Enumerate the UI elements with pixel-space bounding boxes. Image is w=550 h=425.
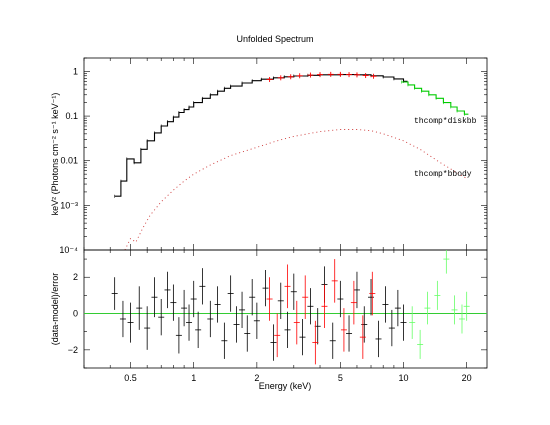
residuals-series-group xyxy=(84,250,487,365)
annotation-diskbb: thcomp*diskbb xyxy=(414,117,477,126)
x-axis-label: Energy (keV) xyxy=(259,381,312,391)
x-tick-label: 5 xyxy=(338,373,343,383)
spectrum-axis-ticks: 1 0.1 0.01 10⁻³ 10⁻⁴ xyxy=(59,57,487,255)
spectrum-series-group xyxy=(114,71,469,251)
spectrum-y-axis-label: keV² (Photons cm⁻² s⁻¹ keV⁻¹) xyxy=(50,93,60,216)
residuals-y-tick-label: 0 xyxy=(73,309,78,319)
residuals-y-axis-label: (data-model)/error xyxy=(50,273,60,346)
residuals-y-tick-label: −2 xyxy=(68,345,78,355)
spectrum-step-line xyxy=(401,81,469,115)
x-tick-label: 1 xyxy=(191,373,196,383)
x-tick-label: 20 xyxy=(462,373,472,383)
spectrum-y-tick-label: 0.01 xyxy=(60,156,78,166)
x-tick-label: 0.5 xyxy=(124,373,137,383)
spectrum-y-tick-label: 10⁻⁴ xyxy=(59,245,78,255)
spectrum-y-tick-label: 1 xyxy=(73,66,78,76)
residuals-y-tick-label: 2 xyxy=(73,272,78,282)
x-tick-label: 10 xyxy=(399,373,409,383)
spectrum-y-tick-label: 0.1 xyxy=(65,111,78,121)
spectrum-y-tick-label: 10⁻³ xyxy=(60,200,78,210)
residuals-panel-frame xyxy=(83,249,488,369)
bbody-model-line xyxy=(124,129,467,251)
spectrum-panel-frame xyxy=(83,57,488,251)
spectrum-step-line xyxy=(114,74,408,197)
annotation-bbody: thcomp*bbody xyxy=(414,170,472,179)
chart-title: Unfolded Spectrum xyxy=(236,34,313,44)
x-tick-label: 2 xyxy=(254,373,259,383)
